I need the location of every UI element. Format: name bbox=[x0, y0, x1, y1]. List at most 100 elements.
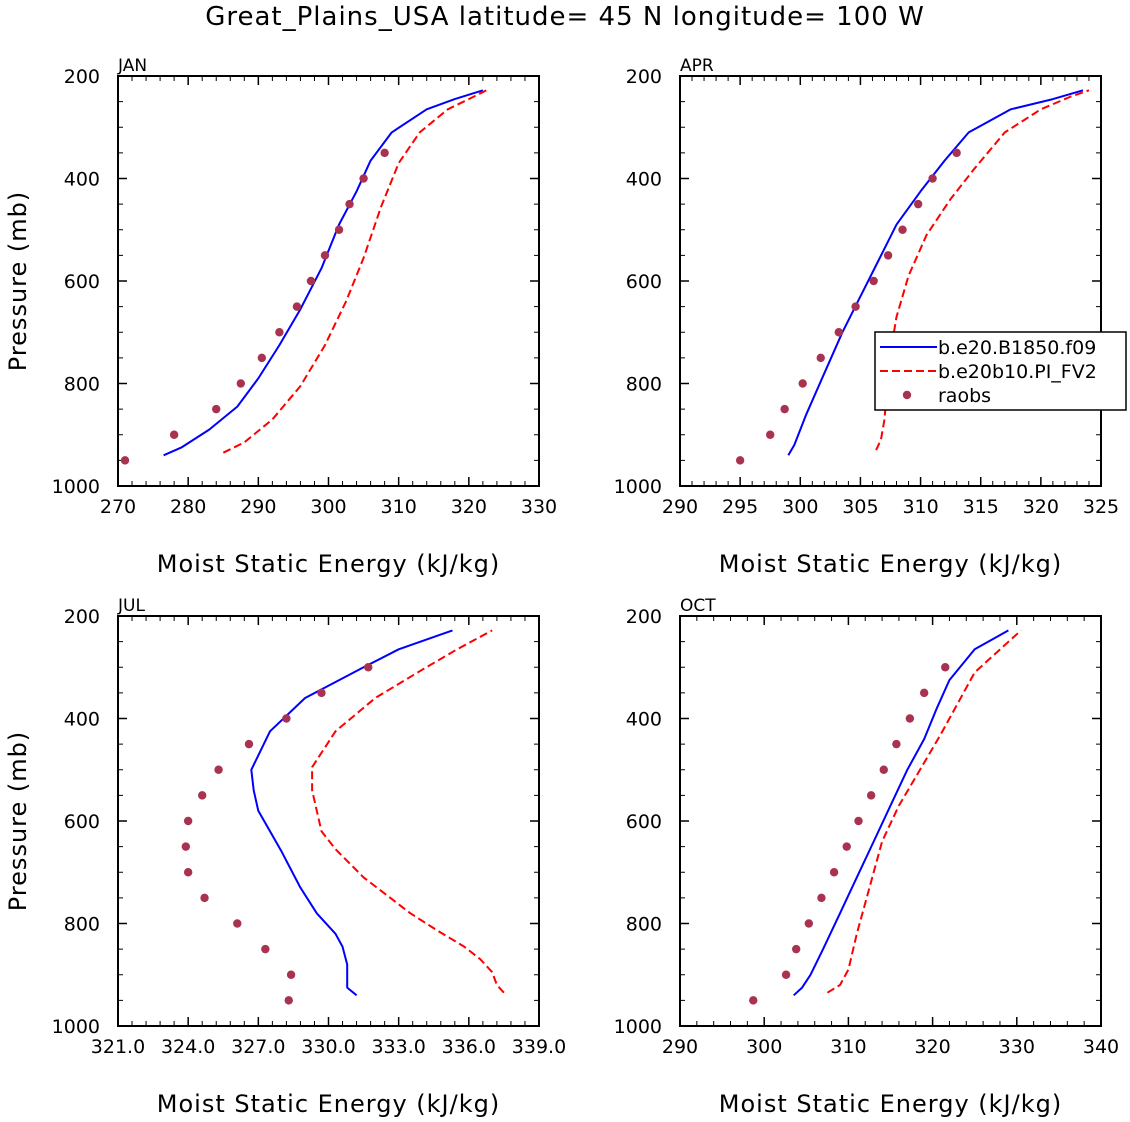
panel-oct: OCT 290 300 310 320 330 340 200 400 600 800 1000 Moi… bbox=[614, 596, 1119, 1118]
raobs-point bbox=[120, 456, 130, 465]
x-tick-label: 333.0 bbox=[371, 1036, 425, 1058]
x-tick-label: 327.0 bbox=[231, 1036, 285, 1058]
y-tick-label: 400 bbox=[64, 709, 100, 731]
legend-label: raobs bbox=[938, 385, 991, 407]
raobs-point bbox=[359, 174, 368, 183]
raobs-point bbox=[842, 842, 851, 851]
raobs-point bbox=[804, 919, 814, 928]
x-tick-label: 300 bbox=[310, 496, 346, 518]
raobs-point bbox=[233, 919, 242, 928]
raobs-point bbox=[183, 816, 193, 826]
model2-line bbox=[826, 629, 1022, 994]
x-tick-label: 340 bbox=[1083, 1036, 1119, 1058]
model1-line bbox=[793, 629, 1009, 997]
plot-area bbox=[749, 629, 1022, 1005]
x-tick-label: 300 bbox=[782, 496, 818, 518]
plot-area bbox=[735, 89, 1090, 465]
raobs-point bbox=[766, 430, 775, 439]
x-tick-label: 320 bbox=[914, 1036, 950, 1058]
y-tick-label: 800 bbox=[64, 914, 100, 936]
x-axis-title: Moist Static Energy (kJ/kg) bbox=[719, 1090, 1062, 1118]
raobs-point bbox=[236, 379, 245, 388]
panel-label: APR bbox=[680, 56, 714, 76]
x-tick-label: 324.0 bbox=[161, 1036, 215, 1058]
panel-jul: JUL 321.0 324.0 327.0 330.0 333.0 336.0 339.0 20… bbox=[4, 596, 566, 1118]
raobs-point bbox=[883, 251, 893, 260]
raobs-point bbox=[317, 688, 326, 698]
x-tick-label: 290 bbox=[240, 496, 276, 518]
y-axis-title: Pressure (mb) bbox=[4, 731, 32, 911]
raobs-point bbox=[892, 739, 901, 749]
x-tick-label: 305 bbox=[842, 496, 878, 518]
y-tick-label: 1000 bbox=[52, 1016, 100, 1038]
y-tick-label: 1000 bbox=[52, 476, 100, 498]
x-tick-label: 310 bbox=[902, 496, 938, 518]
x-tick-label: 325 bbox=[1083, 496, 1119, 518]
x-axis-title: Moist Static Energy (kJ/kg) bbox=[157, 550, 500, 578]
panel-jan: JAN 270 280 290 300 310 320 330 200 400 600 800 1000… bbox=[4, 56, 557, 578]
model1-line bbox=[787, 89, 1084, 456]
plot-frame bbox=[679, 615, 1102, 1027]
y-tick-label: 200 bbox=[64, 66, 100, 88]
y-tick-label: 600 bbox=[64, 271, 100, 293]
raobs-point bbox=[829, 868, 839, 877]
x-tick-label: 290 bbox=[662, 1036, 698, 1058]
raobs-point bbox=[879, 765, 888, 774]
x-tick-label: 339.0 bbox=[512, 1036, 566, 1058]
legend-label: b.e20.B1850.f09 bbox=[938, 337, 1096, 359]
legend-label: b.e20b10.PI_FV2 bbox=[938, 361, 1097, 383]
y-tick-label: 800 bbox=[626, 914, 662, 936]
raobs-point bbox=[212, 404, 221, 414]
y-tick-label: 400 bbox=[626, 709, 662, 731]
raobs-point bbox=[816, 353, 825, 363]
y-axis-title: Pressure (mb) bbox=[4, 191, 32, 371]
x-tick-label: 300 bbox=[746, 1036, 782, 1058]
x-tick-label: 330.0 bbox=[301, 1036, 355, 1058]
raobs-point bbox=[257, 353, 267, 363]
y-tick-label: 200 bbox=[626, 606, 662, 628]
raobs-point bbox=[334, 225, 344, 234]
raobs-point bbox=[183, 868, 193, 877]
raobs-point bbox=[905, 714, 915, 723]
y-tick-label: 1000 bbox=[614, 476, 662, 498]
y-tick-label: 800 bbox=[64, 374, 100, 396]
x-tick-label: 310 bbox=[830, 1036, 866, 1058]
raobs-point bbox=[292, 302, 302, 311]
raobs-point bbox=[851, 302, 860, 311]
raobs-point bbox=[345, 199, 354, 209]
raobs-point bbox=[181, 842, 191, 851]
plot-area bbox=[120, 89, 487, 465]
raobs-point bbox=[749, 996, 758, 1005]
x-tick-label: 330 bbox=[999, 1036, 1035, 1058]
raobs-point bbox=[320, 251, 330, 260]
plot-area bbox=[181, 629, 505, 1005]
raobs-point bbox=[941, 663, 950, 672]
model2-line bbox=[222, 89, 487, 454]
y-tick-label: 1000 bbox=[614, 1016, 662, 1038]
raobs-point bbox=[261, 944, 270, 954]
raobs-point bbox=[928, 174, 937, 183]
raobs-point bbox=[364, 663, 373, 672]
x-tick-label: 320 bbox=[451, 496, 487, 518]
model1-line bbox=[250, 629, 453, 997]
plot-frame bbox=[117, 75, 540, 487]
x-tick-label: 320 bbox=[1023, 496, 1059, 518]
raobs-point bbox=[735, 456, 745, 465]
raobs-point bbox=[198, 791, 207, 800]
x-tick-label: 270 bbox=[100, 496, 136, 518]
raobs-point bbox=[282, 714, 291, 723]
x-tick-label: 295 bbox=[722, 496, 758, 518]
x-tick-label: 330 bbox=[521, 496, 557, 518]
raobs-point bbox=[919, 688, 929, 698]
model2-line bbox=[875, 89, 1090, 451]
raobs-point bbox=[286, 970, 296, 979]
raobs-point bbox=[952, 148, 961, 158]
raobs-point bbox=[380, 148, 389, 158]
raobs-point bbox=[913, 199, 923, 209]
y-tick-label: 600 bbox=[64, 811, 100, 833]
x-tick-label: 321.0 bbox=[91, 1036, 145, 1058]
panel-label: JAN bbox=[117, 56, 147, 76]
x-tick-label: 310 bbox=[381, 496, 417, 518]
